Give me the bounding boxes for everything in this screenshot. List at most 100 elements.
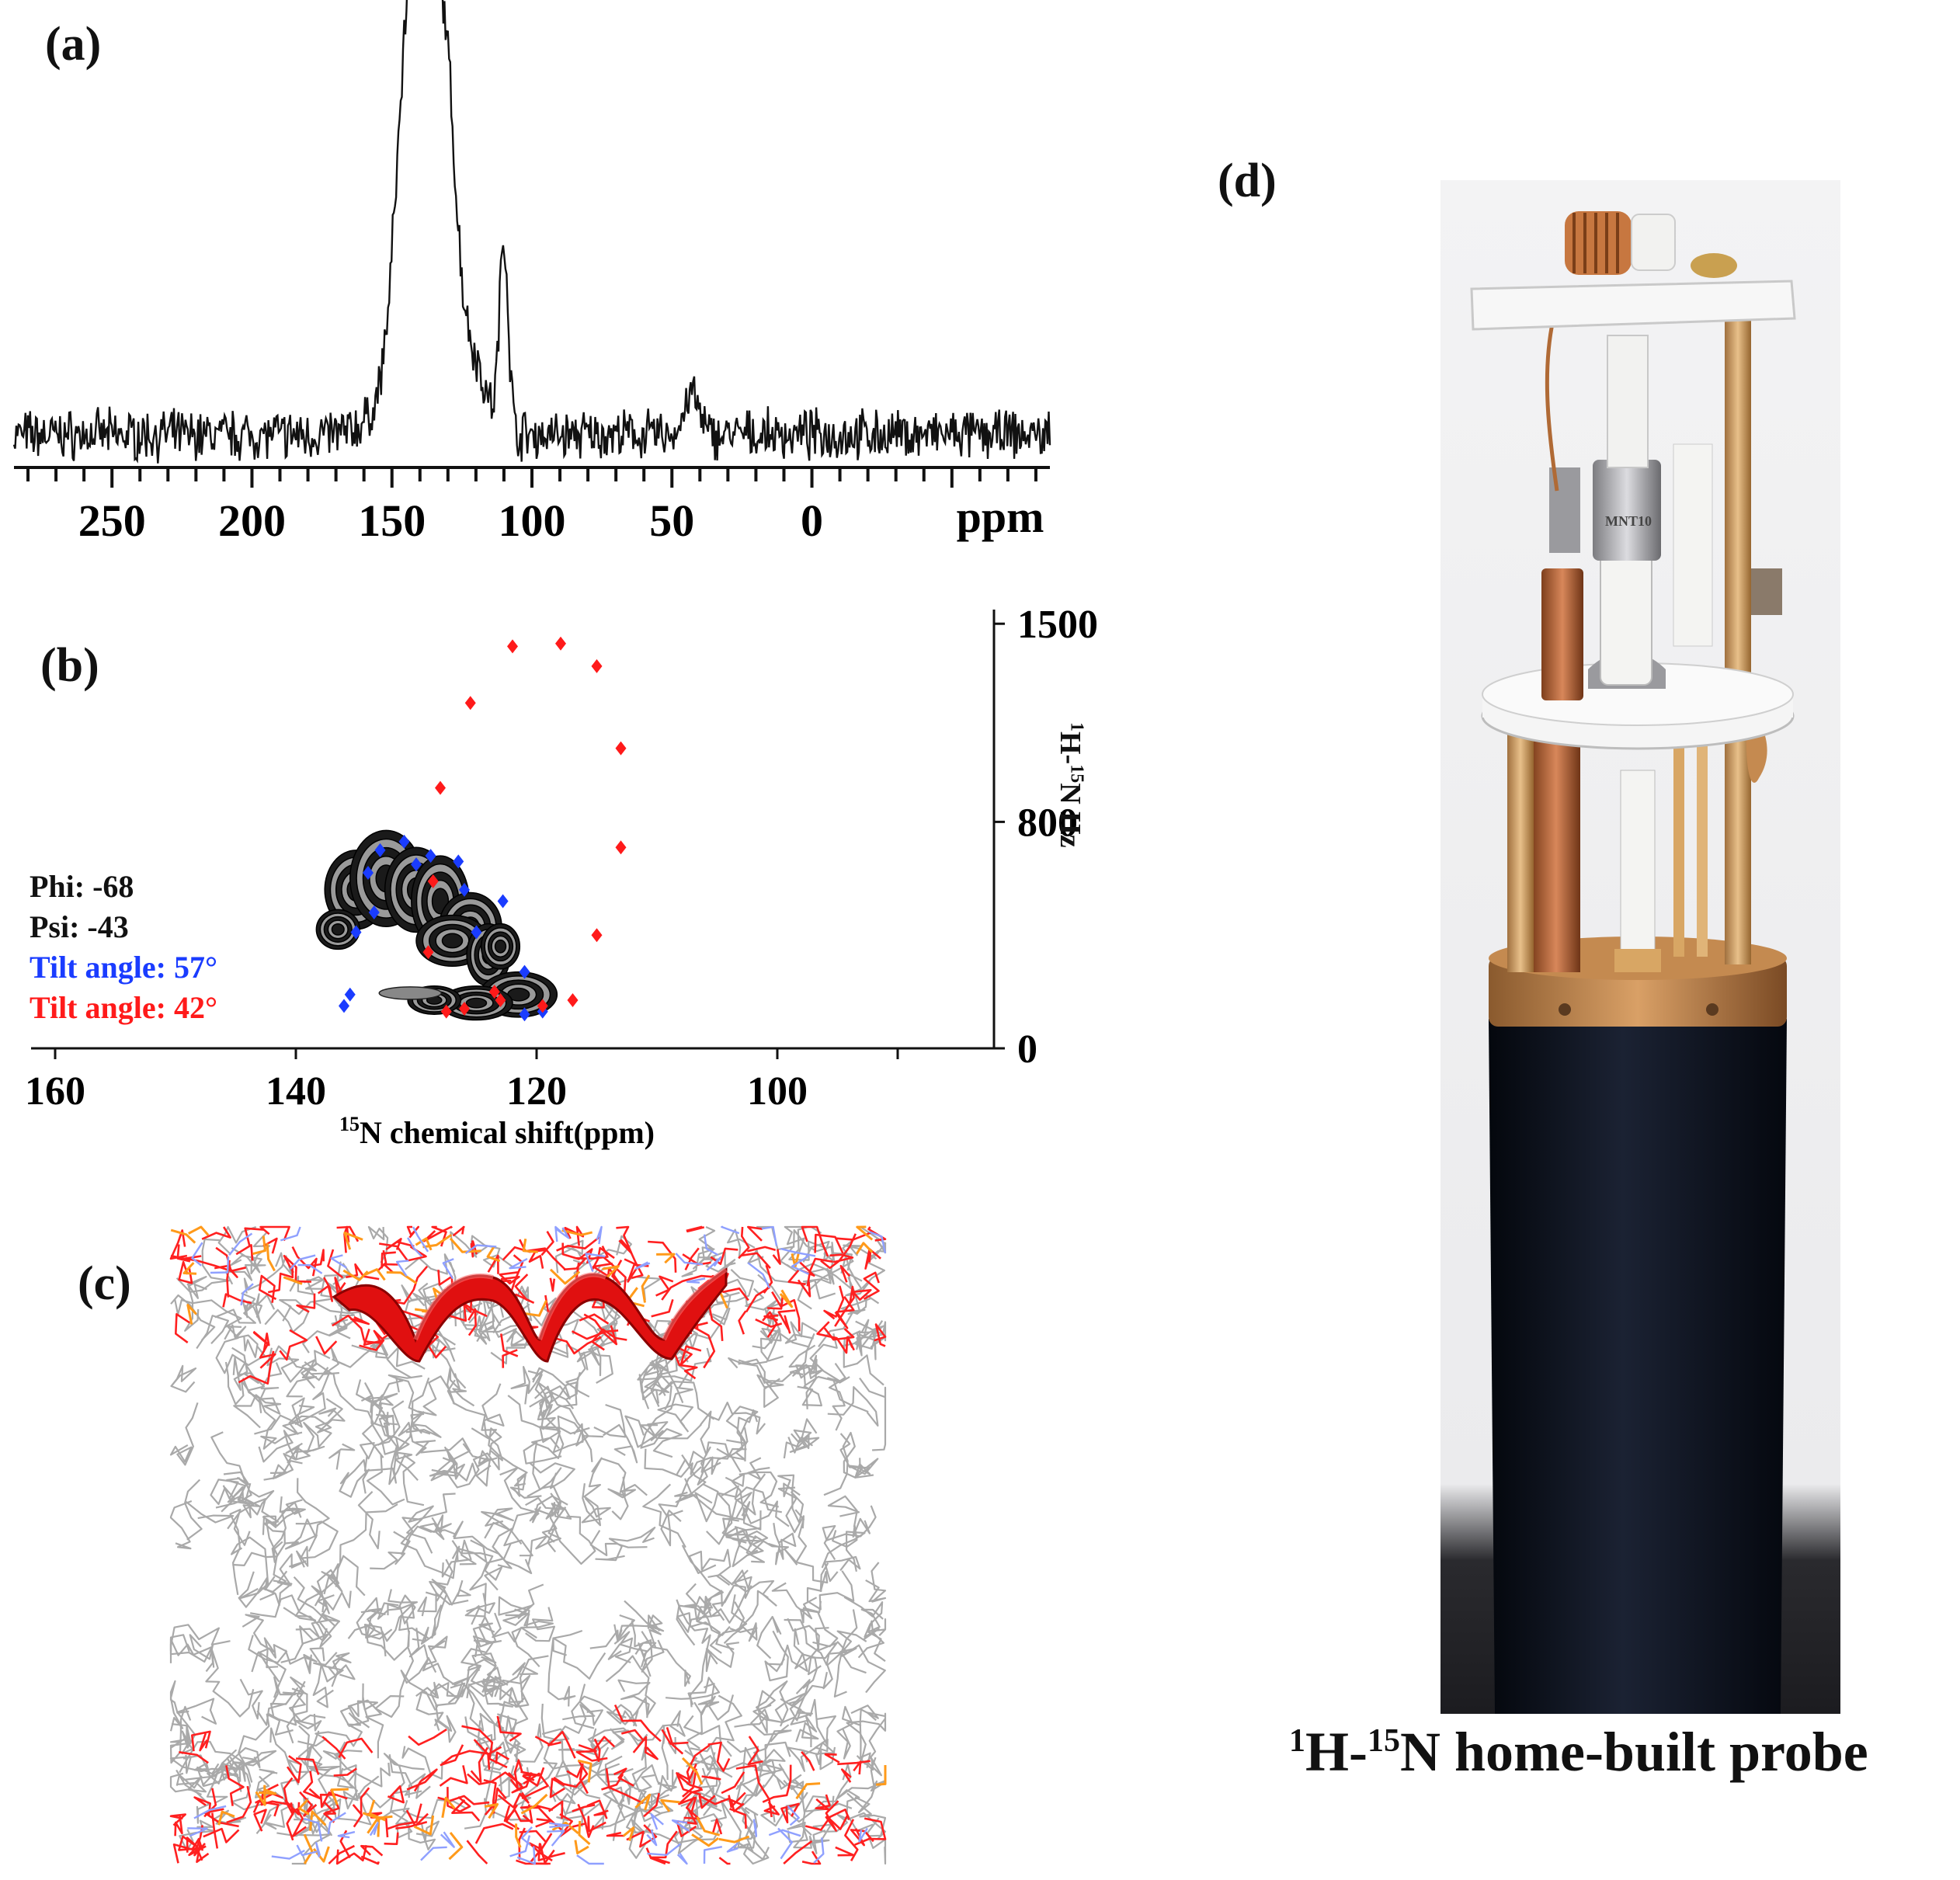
lipid-chain: [647, 1769, 679, 1797]
lipid-chain: [431, 1582, 448, 1639]
data-point-tilt-42: [555, 636, 566, 651]
data-point-tilt-42: [459, 1001, 470, 1016]
lipid-chain: [271, 1849, 305, 1860]
lipid-chain: [269, 1460, 303, 1480]
lipid-chain: [736, 1409, 759, 1462]
lipid-chain: [856, 1331, 877, 1360]
lipid-chain: [606, 1831, 625, 1837]
lipid-chain: [227, 1487, 286, 1545]
lipid-chain: [787, 1429, 820, 1454]
lipid-chain: [683, 1796, 700, 1820]
lipid-chain: [419, 1514, 452, 1541]
lipid-chain: [499, 1655, 549, 1703]
lipid-chain: [385, 1238, 415, 1250]
lipid-chain: [387, 1785, 405, 1804]
lipid-chain: [766, 1644, 822, 1676]
lipid-chain: [729, 1808, 747, 1829]
lipid-chain: [276, 1553, 307, 1586]
lipid-chain: [238, 1713, 294, 1783]
lipid-chain: [553, 1760, 589, 1788]
lipid-chain: [442, 1452, 500, 1489]
lipid-chain: [244, 1227, 264, 1246]
x-tick-label-b: 140: [266, 1069, 326, 1114]
lipid-chain: [522, 1767, 545, 1787]
lipid-chain: [294, 1571, 337, 1639]
lipid-chain: [447, 1366, 461, 1405]
lipid-chain: [386, 1271, 418, 1284]
lipid-chain: [283, 1777, 294, 1805]
lipid-chain: [182, 1262, 197, 1275]
legend-tilt-42: Tilt angle: 42°: [30, 990, 217, 1025]
lipid-chain: [395, 1820, 428, 1830]
lipid-chain: [788, 1225, 853, 1271]
lipid-chain: [675, 1345, 702, 1366]
lipid-chain: [225, 1765, 245, 1806]
lipid-chain: [360, 1382, 395, 1436]
lipid-chain: [795, 1715, 819, 1748]
lipid-chain: [342, 1771, 359, 1810]
lipid-chain: [466, 1602, 495, 1625]
lipid-chain: [816, 1321, 849, 1354]
lipid-chain: [313, 1652, 352, 1687]
lipid-chain: [521, 1772, 549, 1800]
lipid-chain: [364, 1268, 386, 1281]
lipid-chain: [686, 1225, 705, 1233]
lipid-chain: [764, 1630, 789, 1682]
lipid-chain: [686, 1277, 706, 1284]
lipid-chain: [296, 1844, 318, 1857]
data-point-tilt-42: [435, 780, 446, 795]
annotation-phi: Phi: -68: [30, 869, 134, 904]
lipid-chain: [747, 1736, 763, 1766]
lipid-chain: [667, 1736, 721, 1796]
lipid-chain: [801, 1751, 815, 1771]
lipid-chain: [641, 1354, 688, 1401]
lipid-chain: [672, 1350, 698, 1380]
lipid-chain: [319, 1791, 348, 1809]
lipid-chain: [492, 1527, 533, 1575]
lipid-chain: [398, 1421, 436, 1456]
lipid-chain: [222, 1293, 252, 1308]
lipid-chain: [217, 1225, 257, 1256]
lipid-chain: [660, 1798, 680, 1812]
lipid-chain: [734, 1690, 776, 1734]
lipid-chain: [258, 1430, 297, 1481]
lipid-chain: [496, 1715, 522, 1742]
lipid-chain: [169, 1638, 214, 1673]
lipid-chain: [732, 1530, 769, 1568]
data-point-tilt-42: [440, 1004, 452, 1019]
lipid-chain: [547, 1637, 576, 1707]
lipid-chain: [658, 1466, 702, 1517]
lipid-chain: [641, 1274, 651, 1303]
lipid-chain: [728, 1357, 766, 1385]
lipid-chain: [624, 1415, 669, 1448]
lipid-chain: [767, 1294, 784, 1310]
lipid-chain: [347, 1699, 384, 1759]
lipid-chain: [733, 1812, 770, 1865]
data-point-tilt-57: [497, 894, 509, 909]
lipid-chain: [206, 1747, 261, 1804]
y-axis-label-b-text: 1H-15N Hz: [1054, 722, 1087, 848]
pisema-chart-b: 160 140 120 100 1500 800 0 15N chemical shift(…: [25, 603, 1098, 1150]
lipid-chain: [593, 1403, 627, 1438]
lipid-chain: [290, 1254, 316, 1270]
lipid-chain: [581, 1497, 611, 1524]
lipid-chain: [784, 1509, 808, 1566]
lipid-chain: [442, 1258, 454, 1280]
lipid-chain: [763, 1314, 779, 1322]
data-point-tilt-42: [427, 874, 439, 888]
lipid-chain: [381, 1251, 396, 1269]
lipid-chain: [504, 1687, 529, 1754]
lipid-chain: [590, 1246, 615, 1271]
contour-plot: [315, 829, 558, 1021]
lipid-chain: [467, 1308, 477, 1336]
lipid-chain: [601, 1774, 624, 1791]
lipid-chain: [522, 1239, 538, 1253]
lipid-chain: [801, 1225, 829, 1257]
lipid-chain: [223, 1471, 252, 1503]
lipid-chain: [357, 1491, 381, 1550]
lipid-chain: [286, 1362, 333, 1398]
lipid-chain: [328, 1503, 398, 1593]
lipid-chain: [610, 1728, 648, 1750]
lipid-chain: [283, 1255, 311, 1283]
lipid-chain: [825, 1800, 839, 1832]
